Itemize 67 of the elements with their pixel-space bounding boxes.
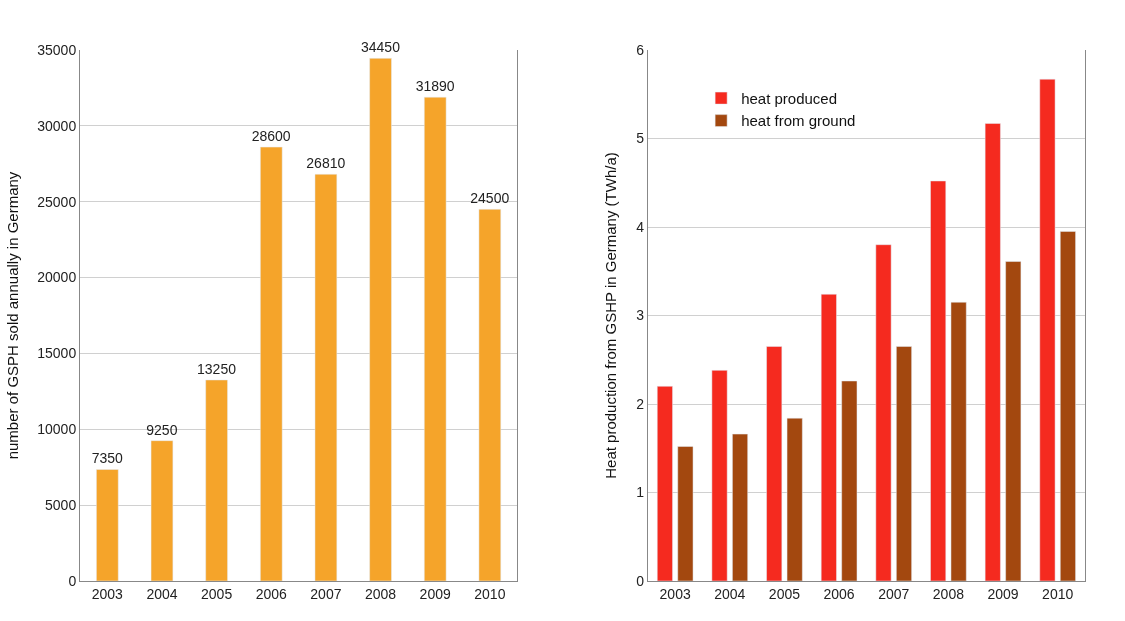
y-tick-label: 1 [636,484,645,501]
legend-label: heat produced [741,89,838,107]
bar [369,58,392,581]
bar [260,146,283,581]
bar [96,469,119,581]
y-tick-label: 25000 [37,193,77,210]
y-axis-title: Heat production from GSHP in Germany (TWh/a) [602,152,620,479]
x-tick-label: 2007 [878,585,910,602]
y-tick-label: 35000 [37,41,77,58]
y-tick-label: 10000 [37,421,77,438]
y-tick-label: 20000 [37,269,77,286]
legend-label: heat from ground [741,112,856,130]
data-label: 9250 [146,421,178,438]
data-label: 7350 [91,450,123,467]
x-tick-label: 2007 [310,585,342,602]
bar [875,244,892,581]
x-tick-label: 2006 [255,585,288,602]
y-tick-label: 4 [636,218,645,235]
y-axis-title: number of GSPH sold annually in Germany [3,171,21,460]
bar [677,446,694,581]
y-tick-label: 2 [636,395,645,412]
bar [657,386,673,581]
bar [150,440,174,581]
x-tick-label: 2003 [659,585,691,602]
bar [930,180,947,581]
bar [1039,78,1056,581]
x-tick-label: 2009 [419,585,451,602]
y-tick-label: 5000 [45,497,77,514]
x-tick-label: 2004 [714,585,746,602]
bar [820,294,837,581]
bar [896,346,912,581]
bar [841,380,858,581]
y-tick-label: 5 [636,130,645,147]
bar [711,370,728,581]
data-label: 28600 [251,128,291,145]
x-tick-label: 2003 [91,585,124,602]
bar [786,417,803,581]
x-tick-label: 2008 [932,585,965,602]
data-label: 26810 [306,155,346,172]
data-label: 13250 [197,360,237,377]
data-label: 31890 [415,78,455,95]
data-label: 34450 [360,39,401,56]
y-tick-label: 0 [636,572,645,589]
bar [478,209,502,581]
y-tick-label: 15000 [37,345,77,362]
bar [1060,231,1076,581]
y-tick-label: 3 [636,307,645,324]
x-tick-label: 2004 [146,585,178,602]
y-tick-label: 30000 [37,117,77,134]
y-tick-label: 0 [68,572,77,589]
bar [950,301,967,581]
y-tick-label: 6 [636,41,645,58]
bar [984,123,1001,581]
bar [205,379,228,581]
x-tick-label: 2009 [987,585,1019,602]
bar [424,96,447,581]
bar [1005,261,1022,581]
bar [766,346,783,581]
x-tick-label: 2010 [1042,585,1074,602]
x-tick-label: 2005 [201,585,233,602]
x-tick-label: 2008 [364,585,397,602]
x-tick-label: 2006 [823,585,855,602]
x-tick-label: 2010 [474,585,506,602]
data-label: 24500 [470,190,510,207]
x-tick-label: 2005 [768,585,801,602]
bar [732,433,748,581]
bar [314,174,338,581]
